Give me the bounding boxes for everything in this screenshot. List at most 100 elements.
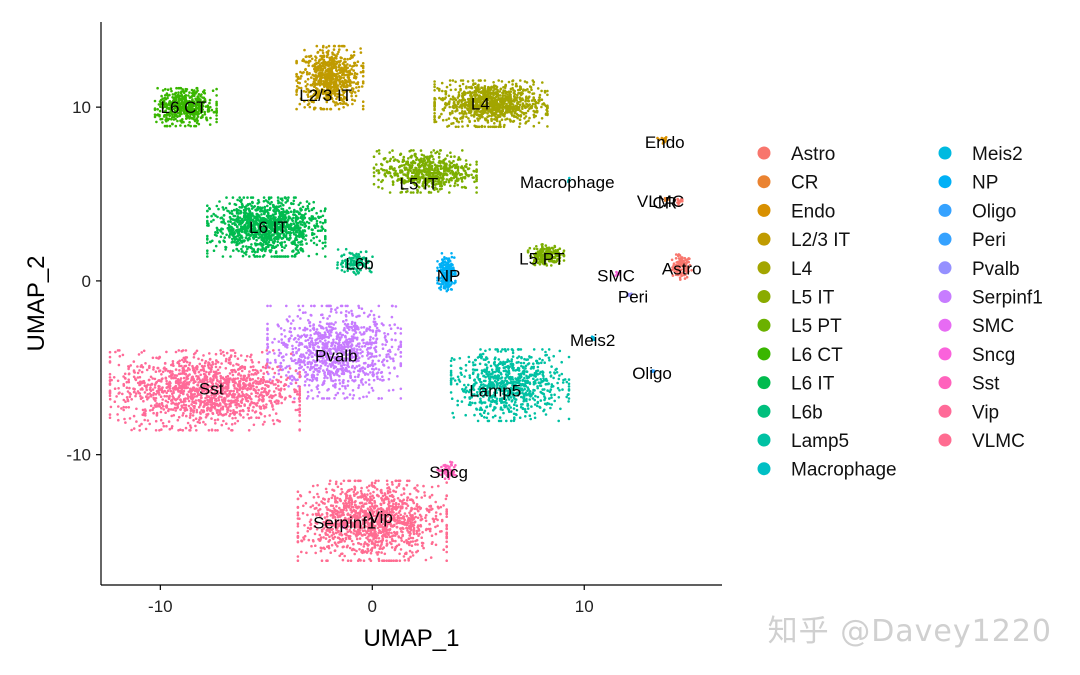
- point: [410, 156, 413, 159]
- point: [262, 239, 266, 242]
- point: [475, 163, 478, 166]
- point: [339, 102, 343, 105]
- point: [335, 97, 338, 101]
- point: [514, 104, 517, 108]
- point: [688, 263, 692, 267]
- point: [398, 165, 402, 168]
- point: [317, 82, 321, 86]
- point: [361, 80, 365, 83]
- point: [460, 186, 464, 189]
- point: [287, 215, 291, 218]
- point: [440, 184, 444, 188]
- point: [461, 95, 465, 98]
- point: [473, 86, 477, 89]
- point: [238, 219, 242, 223]
- point: [323, 66, 327, 69]
- point: [226, 209, 229, 213]
- point: [280, 249, 284, 252]
- point: [161, 89, 165, 92]
- point: [538, 384, 542, 387]
- point: [453, 182, 457, 185]
- point: [419, 149, 423, 152]
- point: [466, 108, 470, 111]
- point: [453, 358, 456, 361]
- point: [279, 197, 283, 201]
- point: [329, 75, 333, 78]
- point: [315, 235, 319, 239]
- point: [324, 97, 328, 101]
- point: [433, 112, 436, 115]
- point: [440, 81, 444, 85]
- point: [391, 183, 395, 186]
- point: [344, 79, 348, 82]
- point: [303, 100, 306, 103]
- point: [490, 118, 493, 121]
- point: [543, 91, 547, 94]
- point: [325, 107, 329, 111]
- point: [539, 399, 543, 402]
- point: [463, 106, 467, 109]
- point: [294, 234, 298, 237]
- point: [187, 123, 190, 127]
- point: [211, 89, 215, 92]
- point: [475, 169, 478, 172]
- point: [207, 222, 210, 225]
- point: [473, 119, 477, 123]
- point: [215, 117, 218, 121]
- point: [472, 114, 476, 117]
- point: [325, 86, 329, 89]
- point: [315, 44, 319, 48]
- point: [445, 178, 449, 181]
- point: [519, 405, 523, 409]
- point: [443, 162, 447, 165]
- point: [307, 64, 311, 67]
- point: [433, 114, 436, 118]
- point: [248, 210, 251, 213]
- point: [324, 255, 327, 258]
- point: [488, 348, 492, 351]
- point: [417, 163, 420, 166]
- point: [372, 155, 376, 158]
- point: [486, 121, 490, 124]
- point: [455, 163, 459, 166]
- point: [231, 218, 235, 221]
- point: [315, 211, 318, 215]
- point: [679, 272, 682, 276]
- point: [500, 80, 504, 83]
- point: [485, 416, 489, 420]
- point: [332, 65, 335, 68]
- point: [497, 358, 501, 361]
- point: [206, 241, 209, 245]
- point: [340, 87, 344, 91]
- point: [678, 276, 682, 280]
- point: [474, 174, 478, 178]
- point: [522, 361, 526, 365]
- point: [321, 241, 325, 245]
- point: [340, 254, 344, 257]
- point: [355, 86, 358, 89]
- point: [433, 104, 436, 107]
- point: [310, 215, 314, 218]
- point: [372, 174, 376, 178]
- point: [454, 80, 457, 84]
- point: [557, 419, 560, 423]
- point: [231, 226, 234, 230]
- point: [381, 168, 385, 172]
- point: [380, 162, 383, 166]
- point: [503, 114, 506, 118]
- point: [343, 96, 346, 99]
- point: [233, 240, 236, 244]
- point: [346, 63, 349, 66]
- point: [449, 113, 452, 116]
- point: [501, 103, 505, 107]
- point: [338, 44, 341, 48]
- point: [464, 172, 468, 176]
- point: [288, 206, 291, 210]
- point: [177, 93, 180, 97]
- point: [176, 119, 179, 123]
- point: [457, 378, 461, 381]
- point: [530, 405, 533, 408]
- point: [228, 202, 231, 205]
- point: [315, 75, 319, 78]
